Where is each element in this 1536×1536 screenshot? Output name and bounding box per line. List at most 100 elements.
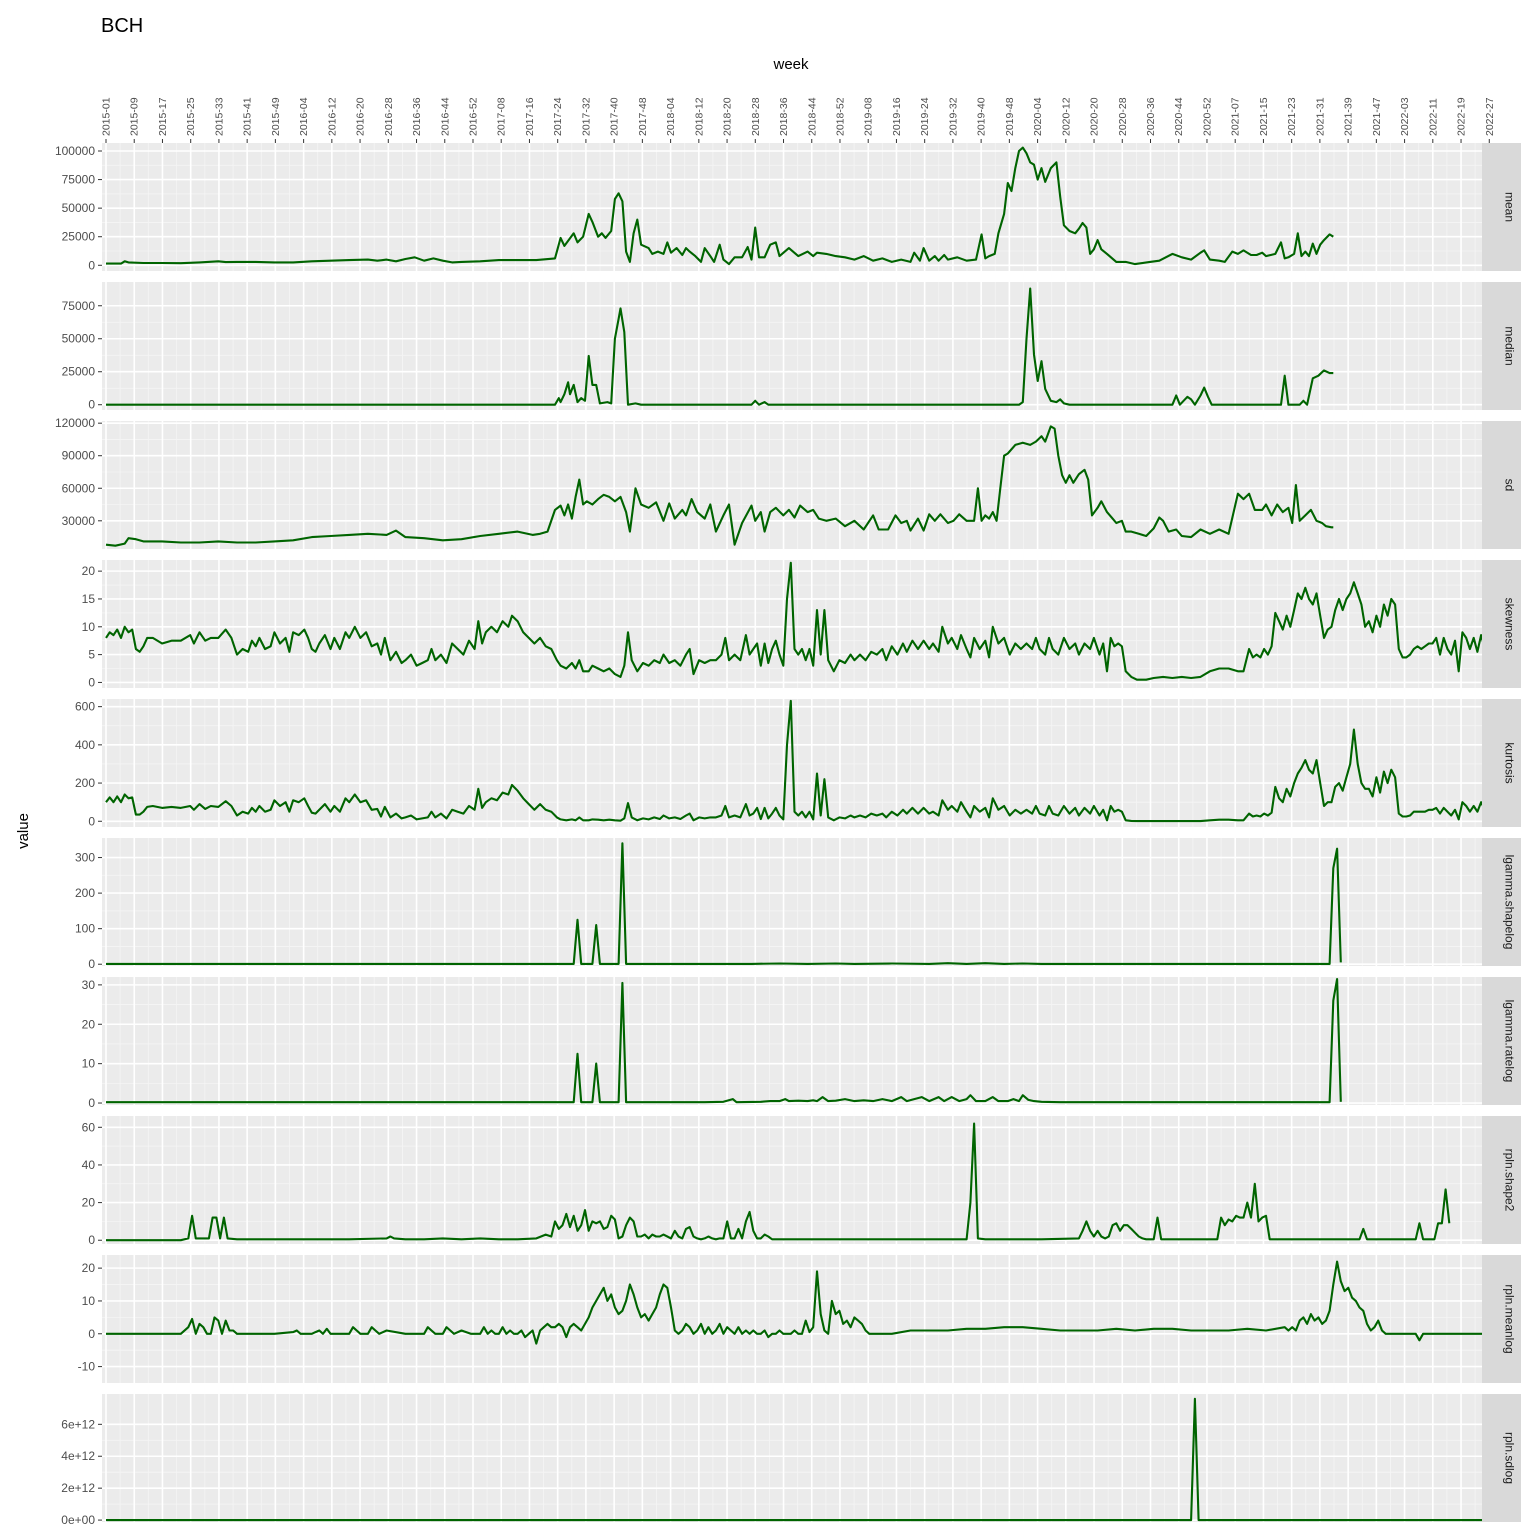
- x-tick-label: 2022-27: [1484, 97, 1496, 136]
- y-tick-label: 0: [88, 1233, 95, 1247]
- x-tick-label: 2015-01: [101, 97, 113, 136]
- y-tick-label: 2e+12: [61, 1481, 95, 1495]
- x-tick-label: 2020-20: [1089, 97, 1101, 136]
- facet-strip-label: kurtosis: [1503, 742, 1517, 783]
- y-tick-label: 0e+00: [61, 1513, 95, 1527]
- panel-background: [102, 1394, 1482, 1522]
- y-tick-label: 40: [82, 1158, 96, 1172]
- y-tick-label: 30: [82, 978, 96, 992]
- y-tick-label: 20: [82, 1017, 96, 1031]
- x-tick-label: 2022-11: [1427, 98, 1439, 136]
- y-tick-label: 20: [82, 1261, 96, 1275]
- x-tick-label: 2019-24: [919, 97, 931, 136]
- facet-strip-label: median: [1503, 326, 1517, 365]
- y-tick-label: 15: [82, 592, 96, 606]
- series-line-kurtosis: [105, 699, 1482, 823]
- y-tick-label: 50000: [62, 201, 96, 215]
- y-tick-label: 0: [88, 1096, 95, 1110]
- y-tick-label: 50000: [62, 332, 96, 346]
- y-tick-label: 20: [82, 564, 96, 578]
- x-tick-label: 2015-17: [157, 97, 169, 136]
- facet-strip: [1482, 421, 1521, 549]
- x-tick-label: 2021-07: [1230, 97, 1242, 136]
- y-axis-label: value: [15, 813, 32, 849]
- x-tick-label: 2017-16: [524, 97, 536, 136]
- x-tick-label: 2021-31: [1314, 97, 1326, 136]
- facet-rpln-shape2: 0 20 40 60 rpln.shape2: [82, 1116, 1521, 1247]
- y-tick-label: 60: [82, 1120, 96, 1134]
- facet-strip: [1482, 1255, 1521, 1383]
- y-tick-label: 0: [88, 398, 95, 412]
- x-tick-label: 2018-04: [665, 97, 677, 136]
- panel-background: [102, 977, 1482, 1105]
- series-line-median: [106, 287, 1334, 406]
- y-tick-label: 0: [88, 675, 95, 689]
- series-line-rpln-meanlog: [106, 1260, 1482, 1345]
- y-tick-label: 10: [82, 1057, 96, 1071]
- x-tick-label: 2018-36: [778, 97, 790, 136]
- x-tick-label: 2019-08: [863, 97, 875, 136]
- x-tick-label: 2020-52: [1201, 97, 1213, 136]
- y-tick-label: 60000: [62, 481, 96, 495]
- facet-strip-label: rpln.sdlog: [1503, 1432, 1517, 1484]
- facet-strip-label: lgamma.shapelog: [1503, 855, 1517, 950]
- x-tick-label: 2020-44: [1173, 97, 1185, 136]
- facet-strip: [1482, 1116, 1521, 1244]
- x-tick-label: 2016-52: [467, 97, 479, 136]
- x-tick-label: 2015-49: [270, 97, 282, 136]
- series-line-sd: [105, 425, 1334, 547]
- y-tick-label: 200: [75, 776, 95, 790]
- facet-strip-label: skewness: [1503, 598, 1517, 651]
- series-line-skewness: [105, 561, 1482, 681]
- x-tick-label: 2018-52: [834, 97, 846, 136]
- x-tick-label: 2022-19: [1456, 97, 1468, 136]
- series-line-lgamma-shapelog: [106, 842, 1342, 965]
- facet-strip-label: rpln.meanlog: [1503, 1284, 1517, 1353]
- x-tick-label: 2021-15: [1258, 97, 1270, 136]
- y-tick-label: 30000: [62, 514, 96, 528]
- x-tick-label: 2017-32: [580, 97, 592, 136]
- panel-background: [102, 282, 1482, 410]
- y-tick-label: 300: [75, 851, 95, 865]
- y-tick-label: 75000: [62, 299, 96, 313]
- y-tick-label: 75000: [62, 173, 96, 187]
- y-tick-label: 0: [88, 1327, 95, 1341]
- x-tick-label: 2019-16: [891, 97, 903, 136]
- y-tick-label: 5: [88, 648, 95, 662]
- y-tick-label: 0: [88, 957, 95, 971]
- panel-background: [102, 1255, 1482, 1383]
- facet-strip-label: rpln.shape2: [1503, 1149, 1517, 1212]
- x-tick-label: 2018-44: [806, 97, 818, 136]
- x-tick-label: 2018-12: [693, 97, 705, 136]
- x-tick-label: 2019-48: [1004, 97, 1016, 136]
- y-tick-label: 90000: [62, 449, 96, 463]
- x-axis-label: week: [772, 56, 809, 73]
- y-tick-label: 10: [82, 620, 96, 634]
- y-tick-label: 10: [82, 1294, 96, 1308]
- y-tick-label: 0: [88, 258, 95, 272]
- x-tick-label: 2020-28: [1117, 97, 1129, 136]
- facet-skewness: 0 5 10 15 20 skewness: [82, 560, 1521, 689]
- facet-strip: [1482, 838, 1521, 966]
- y-tick-label: -10: [78, 1360, 96, 1374]
- facet-strip-label: lgamma.ratelog: [1503, 1000, 1517, 1083]
- x-tick-label: 2016-28: [383, 97, 395, 136]
- facet-strip-label: sd: [1503, 479, 1517, 492]
- x-tick-label: 2020-36: [1145, 97, 1157, 136]
- y-tick-label: 600: [75, 700, 95, 714]
- x-tick-label: 2016-12: [326, 97, 338, 136]
- facet-strip: [1482, 143, 1521, 271]
- y-tick-label: 4e+12: [61, 1449, 95, 1463]
- facet-kurtosis: 0 200 400 600 kurtosis: [75, 699, 1521, 828]
- series-line-lgamma-ratelog: [106, 977, 1342, 1104]
- x-tick-label: 2020-12: [1060, 97, 1072, 136]
- x-tick-label: 2019-32: [947, 97, 959, 136]
- facet-mean: 0 25000 50000 75000 100000 mean: [55, 143, 1521, 272]
- x-tick-label: 2021-39: [1343, 97, 1355, 136]
- y-tick-label: 400: [75, 738, 95, 752]
- facet-lgamma-shapelog: 0 100 200 300 lgamma.shapelog: [75, 838, 1521, 971]
- series-line-rpln-shape2: [106, 1122, 1451, 1242]
- x-tick-label: 2017-48: [637, 97, 649, 136]
- panel-background: [102, 421, 1482, 549]
